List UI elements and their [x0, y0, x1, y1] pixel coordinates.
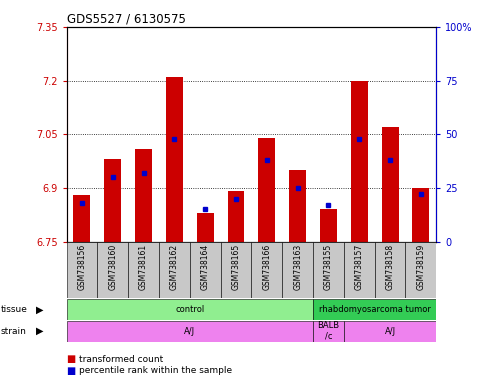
Text: GSM738161: GSM738161 [139, 244, 148, 290]
Text: GSM738165: GSM738165 [232, 244, 241, 290]
Bar [98, 242, 128, 298]
Bar [344, 242, 375, 298]
Text: GSM738159: GSM738159 [417, 244, 425, 290]
Bar [105, 159, 121, 242]
Bar [320, 209, 337, 242]
Bar [405, 242, 436, 298]
Text: GSM738163: GSM738163 [293, 244, 302, 290]
Text: GSM738160: GSM738160 [108, 244, 117, 290]
Bar [351, 81, 368, 242]
Text: GSM738158: GSM738158 [386, 244, 394, 290]
Bar [67, 321, 313, 342]
Bar [197, 213, 213, 242]
Bar [190, 242, 221, 298]
Bar [382, 127, 398, 242]
Text: ■: ■ [67, 366, 76, 376]
Bar [67, 299, 313, 320]
Text: GSM738164: GSM738164 [201, 244, 210, 290]
Bar [258, 138, 275, 242]
Text: control: control [175, 305, 205, 314]
Text: rhabdomyosarcoma tumor: rhabdomyosarcoma tumor [319, 305, 430, 314]
Bar [128, 242, 159, 298]
Bar [375, 242, 405, 298]
Text: percentile rank within the sample: percentile rank within the sample [79, 366, 232, 375]
Text: GDS5527 / 6130575: GDS5527 / 6130575 [67, 13, 185, 26]
Bar [344, 321, 436, 342]
Bar [282, 242, 313, 298]
Bar [413, 188, 429, 242]
Bar [251, 242, 282, 298]
Bar [166, 77, 183, 242]
Text: BALB
/c: BALB /c [317, 321, 340, 341]
Bar [228, 192, 245, 242]
Text: GSM738155: GSM738155 [324, 244, 333, 290]
Text: GSM738157: GSM738157 [355, 244, 364, 290]
Text: A/J: A/J [385, 327, 396, 336]
Bar [313, 242, 344, 298]
Bar [313, 299, 436, 320]
Text: transformed count: transformed count [79, 354, 163, 364]
Bar [135, 149, 152, 242]
Text: GSM738166: GSM738166 [262, 244, 271, 290]
Text: strain: strain [1, 327, 27, 336]
Text: ▶: ▶ [35, 326, 43, 336]
Text: tissue: tissue [1, 305, 28, 314]
Text: GSM738162: GSM738162 [170, 244, 179, 290]
Bar [73, 195, 90, 242]
Bar [289, 170, 306, 242]
Text: ■: ■ [67, 354, 76, 364]
Text: GSM738156: GSM738156 [77, 244, 86, 290]
Bar [221, 242, 251, 298]
Bar [313, 321, 344, 342]
Text: ▶: ▶ [35, 304, 43, 314]
Bar [159, 242, 190, 298]
Bar [67, 242, 98, 298]
Text: A/J: A/J [184, 327, 195, 336]
